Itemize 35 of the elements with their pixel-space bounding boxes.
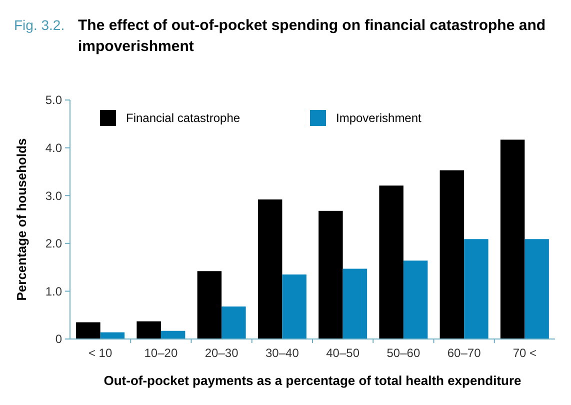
bar (403, 260, 428, 339)
bar (282, 274, 306, 339)
x-tick-label: 30–40 (266, 346, 300, 360)
bar (76, 322, 100, 339)
bar (160, 330, 186, 339)
x-tick-label: 70 < (512, 346, 537, 360)
x-tick-label: < 10 (88, 346, 112, 360)
bar (342, 268, 368, 339)
bar (197, 271, 222, 339)
y-tick-label: 1.0 (45, 284, 62, 298)
bar (379, 186, 404, 339)
chart-title: The effect of out-of-pocket spending on financial catastrophe and impoverishment (78, 17, 546, 55)
x-tick-label: 40–50 (326, 346, 360, 360)
y-tick-label: 2.0 (45, 236, 62, 251)
bar (258, 199, 282, 339)
bar (318, 210, 343, 339)
x-tick-label: 20–30 (204, 346, 239, 360)
bar (464, 239, 488, 339)
legend-label: Financial catastrophe (126, 111, 240, 126)
y-axis-title: Percentage of households (14, 138, 29, 301)
x-axis-title: Out-of-pocket payments as a percentage of total health expenditure (104, 373, 522, 388)
x-tick-label: 10–20 (144, 346, 178, 360)
bar (136, 321, 161, 339)
y-tick-label: 4.0 (45, 141, 62, 155)
caption: Fig. 3.2. (14, 17, 65, 33)
bar (222, 306, 246, 339)
bar (500, 140, 525, 339)
y-tick-label: 3.0 (45, 188, 62, 203)
bar (524, 239, 549, 339)
y-tick-label: 5.0 (45, 93, 62, 108)
x-tick-label: 60–70 (447, 346, 482, 360)
x-tick-label: 50–60 (386, 346, 420, 360)
y-tick-label: 0 (55, 332, 62, 346)
legend-label: Impoverishment (336, 111, 422, 126)
bar (440, 170, 464, 339)
